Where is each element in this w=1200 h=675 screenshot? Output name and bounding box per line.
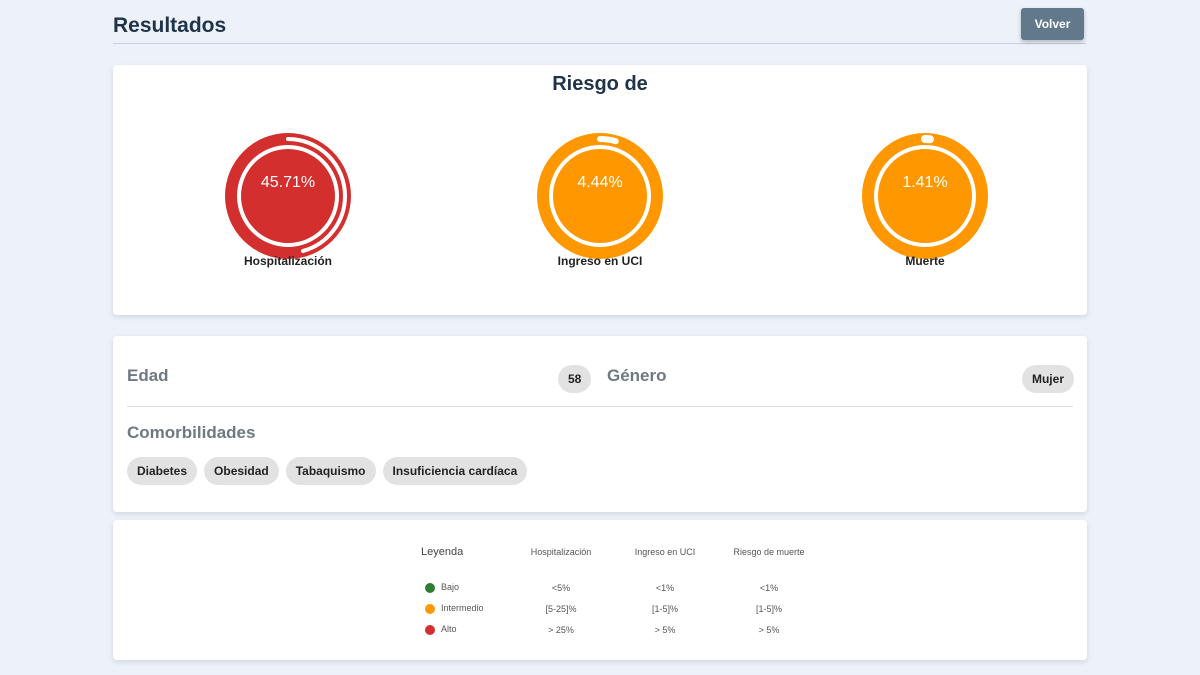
low-dot-icon — [425, 582, 435, 593]
gauge-death-ring — [862, 133, 988, 259]
legend-column-header: Hospitalización — [530, 547, 592, 557]
legend-cell: > 25% — [548, 624, 574, 635]
high-dot-icon — [425, 624, 435, 635]
page-title: Resultados — [113, 14, 227, 37]
divider — [127, 406, 1073, 407]
legend-cell: <1% — [759, 582, 779, 593]
gauge-hospitalization-ring — [225, 133, 351, 259]
legend-level: Bajo — [441, 582, 460, 593]
legend-cell: <5% — [551, 582, 571, 593]
legend-card: Leyenda Hospitalización Ingreso en UCI R… — [113, 520, 1087, 660]
gauge-icu: 4.44% Ingreso en UCI — [525, 121, 675, 271]
comorbidity-chip: Insuficiencia cardíaca — [382, 457, 528, 485]
comorbidity-chip: Tabaquismo — [285, 457, 376, 485]
comorbidity-chip: Diabetes — [127, 457, 198, 485]
gauge-death-value: 1.41% — [902, 174, 948, 191]
back-button[interactable]: Volver — [1021, 8, 1084, 40]
legend-cell: [1-5]% — [755, 603, 782, 614]
legend-cell: > 5% — [654, 624, 676, 635]
comorbidities-label: Comorbilidades — [127, 423, 256, 442]
gauge-hospitalization-value: 45.71% — [260, 174, 316, 191]
gauge-hospitalization: 45.71% Hospitalización — [213, 121, 363, 271]
legend-row: Bajo <5% <1% <1% — [421, 577, 824, 598]
legend-row: Alto > 25% > 5% > 5% — [421, 619, 824, 640]
risk-card: Riesgo de 45.71% Hospitalización 4.44% I… — [113, 65, 1087, 315]
gauge-icu-label: Ingreso en UCI — [557, 254, 643, 268]
legend-table: Leyenda Hospitalización Ingreso en UCI R… — [421, 546, 824, 640]
legend-level: Alto — [441, 624, 457, 635]
legend-cell: > 5% — [758, 624, 780, 635]
comorbidities-list: Diabetes Obesidad Tabaquismo Insuficienc… — [127, 457, 528, 485]
gauge-icu-value: 4.44% — [577, 174, 623, 191]
legend-column-header: Riesgo de muerte — [733, 547, 805, 557]
age-label: Edad — [127, 366, 169, 385]
page-header: Resultados Volver — [113, 8, 1086, 44]
patient-card: Edad 58 Género Mujer Comorbilidades Diab… — [113, 336, 1087, 512]
age-chip: 58 — [558, 365, 592, 393]
legend-header: Leyenda — [421, 546, 464, 558]
legend-cell: <1% — [655, 582, 675, 593]
legend-column-header: Ingreso en UCI — [634, 547, 696, 557]
legend-cell: [1-5]% — [651, 603, 678, 614]
risk-title: Riesgo de — [552, 73, 648, 95]
gauge-death: 1.41% Muerte — [850, 121, 1000, 271]
gauge-death-label: Muerte — [905, 254, 945, 268]
intermediate-dot-icon — [425, 603, 435, 614]
comorbidity-chip: Obesidad — [204, 457, 279, 485]
gender-label: Género — [607, 366, 667, 385]
legend-cell: [5-25]% — [545, 603, 577, 614]
gauge-hospitalization-label: Hospitalización — [243, 254, 332, 268]
gender-chip: Mujer — [1021, 365, 1074, 393]
gauge-icu-ring — [537, 133, 663, 259]
legend-row: Intermedio [5-25]% [1-5]% [1-5]% — [421, 598, 824, 619]
legend-level: Intermedio — [441, 603, 484, 614]
